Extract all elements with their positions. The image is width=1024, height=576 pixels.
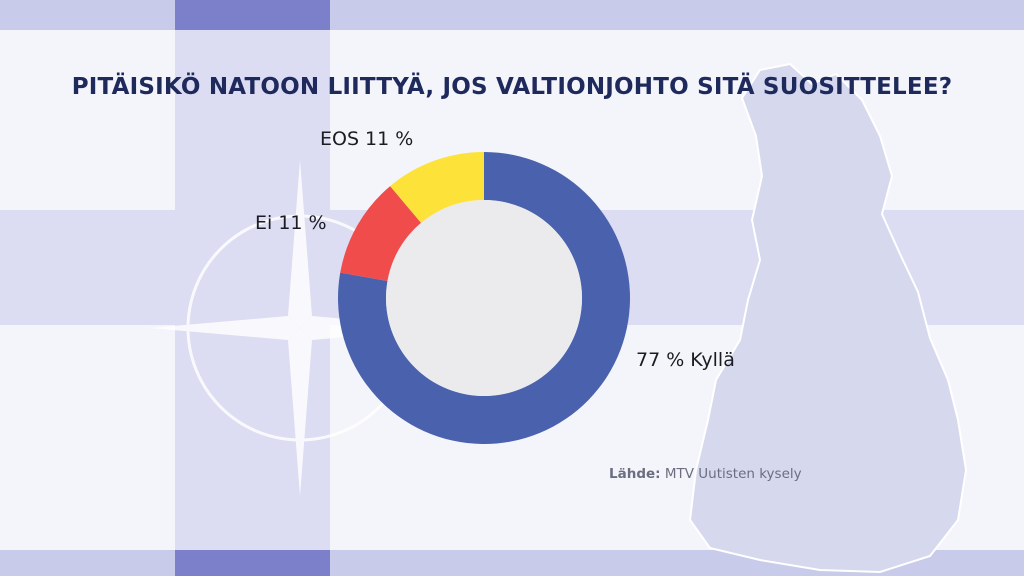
donut-slice-kylla	[338, 152, 631, 444]
donut-center	[386, 200, 582, 396]
slice-label-eos: EOS 11 %	[320, 128, 413, 150]
top-frame-accent	[175, 0, 330, 30]
source-label: Lähde:	[609, 466, 661, 482]
donut-slice-eos	[390, 152, 484, 223]
slice-label-kylla: 77 % Kyllä	[636, 349, 735, 371]
bottom-frame-accent	[175, 550, 330, 576]
source-text: MTV Uutisten kysely	[664, 466, 802, 482]
donut-slice-ei	[340, 186, 422, 281]
top-frame	[0, 0, 1024, 30]
source-note: Lähde: MTV Uutisten kysely	[609, 466, 802, 482]
slice-label-ei: Ei 11 %	[255, 212, 327, 234]
chart-title: PITÄISIKÖ NATOON LIITTYÄ, JOS VALTIONJOH…	[71, 74, 953, 100]
finland-map-silhouette	[688, 62, 968, 574]
